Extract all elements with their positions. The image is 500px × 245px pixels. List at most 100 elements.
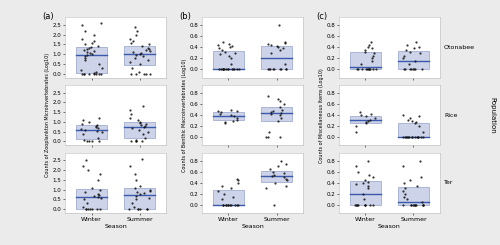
Point	[81, 43, 89, 47]
Point	[234, 67, 242, 71]
Point	[138, 140, 146, 144]
Bar	[76, 125, 107, 139]
Point	[352, 164, 360, 168]
Point	[214, 109, 222, 113]
Point	[419, 203, 427, 207]
Point	[269, 109, 277, 113]
Point	[400, 135, 407, 139]
Point	[369, 67, 377, 71]
Bar	[124, 46, 156, 65]
Point	[229, 67, 237, 71]
Point	[400, 135, 408, 139]
Point	[90, 33, 98, 37]
Point	[407, 67, 415, 71]
Point	[229, 195, 237, 199]
Point	[90, 194, 98, 197]
Point	[352, 130, 360, 134]
Point	[84, 140, 92, 144]
Point	[368, 40, 376, 44]
Point	[130, 186, 138, 190]
Point	[230, 114, 238, 118]
Bar	[213, 51, 244, 69]
Point	[270, 67, 278, 71]
Bar	[398, 187, 429, 205]
Point	[408, 135, 416, 139]
Point	[94, 195, 102, 198]
Point	[96, 72, 104, 76]
Point	[412, 203, 420, 207]
Point	[357, 62, 365, 66]
Point	[358, 67, 366, 71]
Point	[140, 191, 148, 195]
Point	[224, 42, 232, 46]
Point	[232, 116, 240, 120]
Point	[218, 184, 226, 188]
Point	[138, 104, 146, 108]
Point	[83, 140, 91, 144]
Point	[82, 207, 90, 211]
Point	[81, 128, 89, 132]
Point	[405, 135, 413, 139]
Point	[132, 140, 140, 144]
X-axis label: Season: Season	[104, 224, 127, 229]
Point	[136, 62, 143, 66]
Point	[86, 45, 94, 49]
Point	[217, 110, 225, 114]
Point	[78, 72, 86, 76]
Point	[418, 67, 426, 71]
Point	[85, 72, 93, 76]
Point	[82, 159, 90, 162]
Point	[264, 67, 272, 71]
Point	[352, 203, 360, 207]
Point	[126, 207, 134, 211]
Point	[88, 52, 96, 56]
Point	[96, 207, 104, 211]
Point	[88, 41, 96, 45]
Point	[364, 184, 372, 188]
Point	[94, 123, 102, 127]
Point	[266, 167, 274, 171]
Point	[233, 177, 241, 181]
Point	[352, 203, 360, 207]
Point	[364, 186, 372, 190]
Point	[128, 72, 136, 76]
Point	[142, 207, 150, 211]
Point	[129, 50, 137, 54]
Point	[90, 49, 98, 53]
Point	[96, 172, 104, 176]
Point	[262, 186, 270, 190]
Point	[132, 178, 140, 182]
Point	[135, 128, 143, 132]
Point	[408, 203, 416, 207]
Point	[358, 181, 366, 185]
Point	[217, 67, 225, 71]
Y-axis label: Counts of Zooplankton Microinvertebrates (Log10): Counts of Zooplankton Microinvertebrates…	[45, 53, 50, 177]
Point	[372, 116, 380, 120]
Point	[219, 67, 227, 71]
Point	[410, 122, 418, 125]
Point	[352, 182, 360, 186]
Point	[368, 47, 376, 50]
Point	[267, 110, 275, 114]
Bar	[350, 52, 380, 69]
Point	[131, 172, 139, 176]
Point	[415, 45, 423, 49]
Point	[145, 43, 153, 47]
Point	[412, 120, 420, 124]
Point	[78, 68, 86, 72]
Point	[416, 159, 424, 163]
Point	[145, 196, 153, 199]
Point	[145, 47, 153, 51]
Point	[128, 112, 136, 116]
Point	[366, 67, 374, 71]
Text: Otonabee: Otonabee	[444, 45, 475, 50]
Point	[144, 130, 152, 134]
Point	[226, 45, 234, 49]
Point	[126, 116, 134, 120]
Point	[410, 135, 418, 139]
Point	[84, 120, 92, 124]
Point	[233, 118, 241, 122]
Point	[234, 178, 242, 182]
Point	[372, 67, 380, 71]
Point	[400, 195, 408, 199]
